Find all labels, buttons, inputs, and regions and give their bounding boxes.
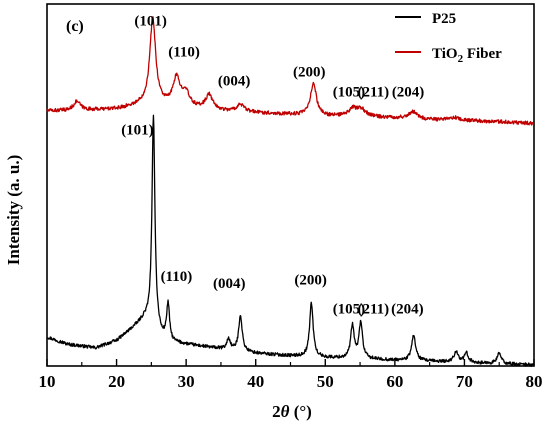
peak-label: (101) <box>134 14 167 30</box>
series-line-1 <box>46 16 535 126</box>
peak-label: (200) <box>293 64 326 80</box>
x-tick-label: 30 <box>178 372 195 391</box>
x-tick-label: 60 <box>386 372 403 391</box>
legend: P25 TiO2 Fiber <box>395 11 502 65</box>
tick-layer: 10 20 30 40 50 60 70 80 <box>39 359 543 391</box>
peak-label: (211) <box>357 84 389 100</box>
x-tick-label: 40 <box>247 372 264 391</box>
panel-label: (c) <box>66 18 84 35</box>
legend-label-p25: P25 <box>432 11 456 27</box>
peak-label: (204) <box>391 302 424 318</box>
x-tick-label: 70 <box>456 372 473 391</box>
x-axis-title: 2θ (°) <box>272 402 312 421</box>
peak-label: (004) <box>213 276 246 292</box>
peak-label: (200) <box>294 273 327 289</box>
x-tick-label: 50 <box>317 372 334 391</box>
peak-label: (211) <box>357 302 389 318</box>
peak-label: (105) <box>333 84 366 100</box>
peak-label: (004) <box>218 73 251 89</box>
x-tick-label: 20 <box>108 372 125 391</box>
peak-label: (101) <box>121 122 154 138</box>
peak-label: (204) <box>392 84 425 100</box>
x-tick-label: 80 <box>526 372 543 391</box>
peak-label: (110) <box>161 269 193 285</box>
x-tick-label: 10 <box>39 372 56 391</box>
y-axis-title: Intensity (a. u.) <box>4 155 23 266</box>
peak-label: (110) <box>168 44 200 60</box>
peak-label: (105) <box>333 302 366 318</box>
series-layer <box>46 16 535 367</box>
legend-label-tio2-fiber: TiO2 Fiber <box>432 46 502 65</box>
annotation-layer: (101)(110)(004)(200)(105)(211) (204)(101)… <box>121 14 424 318</box>
series-line-0 <box>46 114 535 367</box>
